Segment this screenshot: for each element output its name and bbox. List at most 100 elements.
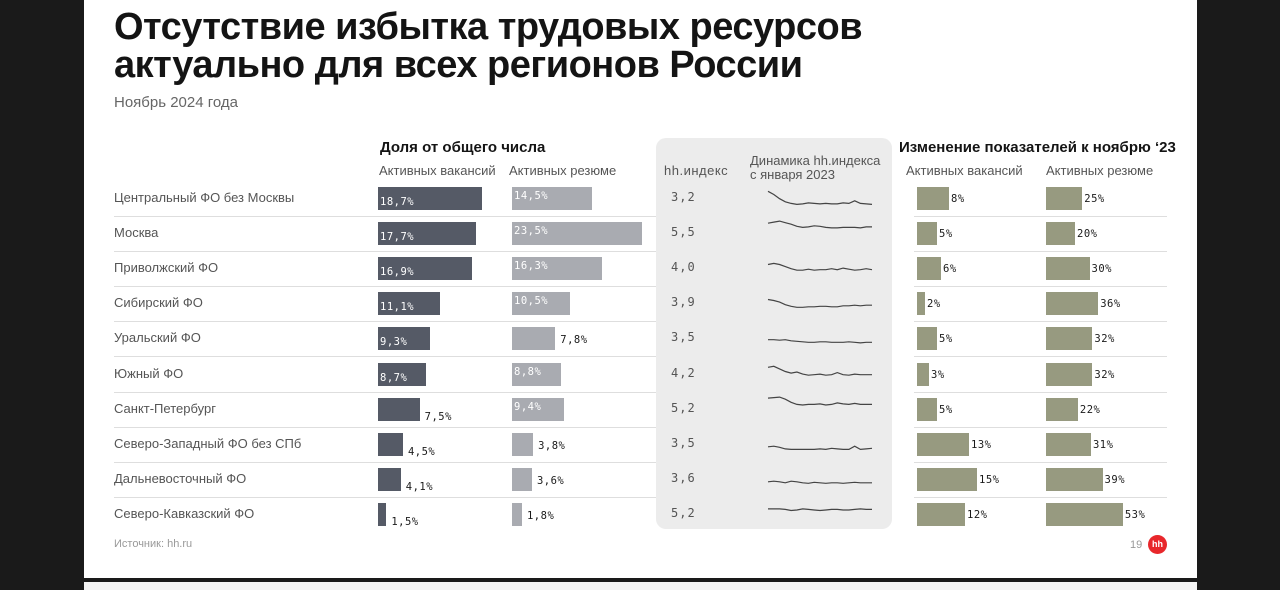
hh-index-value: 5,2 [671,506,696,520]
resume-change-bar [1046,186,1083,210]
change-header: Изменение показателей к ноябрю ‘23 [899,139,1176,156]
slide: Отсутствие избытка трудовых ресурсов акт… [84,0,1197,578]
resume-share-label: 14,5% [514,190,549,202]
resume-share-bar [512,432,534,456]
vacancy-share-bar [378,186,482,210]
hh-index-value: 5,2 [671,401,696,415]
hh-index-sparkline [767,396,872,406]
resume-change-label: 31% [1092,439,1114,451]
region-label: Москва [114,225,159,240]
vacancy-share-label: 11,1% [380,301,415,313]
hh-logo: hh [1148,535,1167,554]
resume-share-bar [512,326,556,350]
vacancy-share-label: 17,7% [380,231,415,243]
resume-change-bar [1046,467,1103,491]
vacancy-share-bar [378,221,477,245]
vacancy-change-bar [917,326,937,350]
resume-share-label: 7,8% [560,334,588,346]
resume-share-label: 10,5% [514,295,549,307]
resume-change-label: 30% [1091,263,1112,275]
resume-change-label: 20% [1077,228,1098,240]
resume-share-bar [512,502,522,526]
region-label: Южный ФО [114,366,184,381]
change-resumes-header: Активных резюме [1046,163,1154,178]
vacancy-share-bar [378,502,387,526]
hh-index-sparkline [768,339,872,344]
vacancy-share-label: 7,5% [424,411,452,423]
vacancy-change-bar [917,502,965,526]
vacancy-change-bar [917,256,941,280]
resume-change-bar [1046,326,1093,350]
resume-share-bar [512,186,593,210]
sparkline-line [767,190,873,206]
resume-change-label: 22% [1079,404,1101,416]
resume-share-bar [512,256,603,280]
vacancy-change-label: 2% [927,298,941,310]
row-separator [914,321,1167,322]
region-label: Северо-Кавказский ФО [114,506,255,521]
vacancy-share-label: 4,1% [405,481,434,493]
left-frame [0,0,84,590]
vacancy-share-bar [378,362,427,386]
share-vacancies-header: Активных вакансий [379,163,496,178]
resume-share-label: 3,8% [538,440,566,452]
source-note: Источник: hh.ru [114,538,193,550]
sparkline-line [767,262,873,271]
vacancy-change-label: 5% [939,228,953,240]
hh-index-sparkline [768,508,872,512]
vacancy-change-bar [917,291,925,315]
row-separator [914,462,1167,463]
region-label: Сибирский ФО [114,295,203,310]
row-separator [914,216,1167,217]
region-label: Северо-Западный ФО без СПб [114,436,302,451]
vacancy-share-bar [378,432,403,456]
region-label: Приволжский ФО [114,260,219,275]
resume-share-bar [512,221,643,245]
right-frame [1197,0,1280,590]
row-separator [114,427,656,428]
page-title: Отсутствие избытка трудовых ресурсов акт… [114,8,1014,84]
vacancy-share-label: 16,9% [380,266,415,278]
vacancy-change-label: 15% [979,474,1000,486]
resume-change-bar [1046,362,1093,386]
resume-change-label: 32% [1094,333,1115,345]
vacancy-change-bar [917,397,937,421]
hh-index-value: 3,6 [671,471,696,485]
vacancy-change-bar [917,362,929,386]
hh-index-value: 3,2 [671,190,696,204]
resume-change-label: 32% [1094,369,1115,381]
row-separator [914,427,1167,428]
sparkline-line [767,365,872,376]
hh-index-value: 3,5 [671,330,696,344]
vacancy-share-bar [378,467,401,491]
resume-share-label: 16,3% [514,260,549,272]
resume-share-label: 8,8% [514,366,542,378]
resume-change-label: 53% [1124,509,1146,521]
hh-index-sparkline [767,220,872,229]
row-separator [114,321,656,322]
resume-share-bar [512,397,565,421]
hh-index-sparkline [767,480,872,484]
change-vacancies-header: Активных вакансий [906,163,1023,178]
vacancy-share-bar [378,326,430,350]
sparkline-line [767,445,873,451]
resume-change-bar [1046,502,1123,526]
vacancy-share-label: 18,7% [380,196,415,208]
hh-index-sparkline [767,262,873,271]
hh-index-value: 4,2 [671,366,696,380]
hh-index-sparkline [767,445,873,451]
vacancy-share-bar [378,256,472,280]
region-label: Уральский ФО [114,330,201,345]
vacancy-change-label: 5% [939,333,953,345]
row-separator [114,392,656,393]
row-separator [914,356,1167,357]
row-separator [114,251,656,252]
row-separator [114,216,656,217]
resume-change-label: 39% [1104,474,1126,486]
vacancy-change-label: 8% [951,193,965,205]
resume-share-label: 9,4% [514,401,542,413]
vacancy-share-bar [378,291,440,315]
resume-change-bar [1046,256,1090,280]
region-label: Центральный ФО без Москвы [114,190,295,205]
resume-change-bar [1046,221,1075,245]
